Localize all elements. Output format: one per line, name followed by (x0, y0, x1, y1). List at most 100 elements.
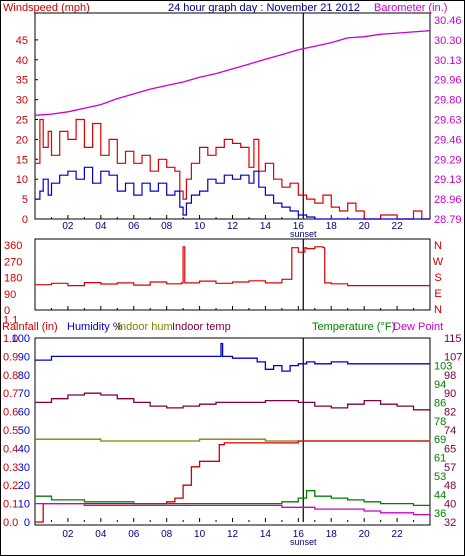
x-tick-label: 06 (128, 529, 140, 540)
y-left-tick: 30 (16, 95, 28, 107)
indoor-temp-line (35, 392, 431, 412)
temp-tick-a: 82 (444, 407, 456, 419)
temp-tick-b: 86 (434, 397, 446, 409)
barometer-label: Barometer (in.) (374, 2, 447, 14)
rain-tick: 0.5 (3, 425, 18, 437)
temp-tick-b: 103 (434, 361, 452, 373)
rain-tick: 0.2 (3, 480, 18, 492)
y-right-tick: 30.46 (434, 15, 462, 27)
rain-tick: 0.7 (3, 388, 18, 400)
sunset-label: sunset (290, 229, 317, 239)
temp-tick-b: 53 (434, 471, 446, 483)
indoor-temp-label: Indoor temp (172, 321, 231, 333)
rainfall-label: Rainfall (in) (2, 321, 58, 333)
y-left-tick: 15 (16, 154, 28, 166)
temp-tick-a: 107 (444, 351, 462, 363)
direction-tick: 270 (4, 256, 22, 268)
humidity-tick: 70 (18, 388, 30, 400)
rain-tick: 0.8 (3, 370, 18, 382)
y-left-tick: 10 (16, 174, 28, 186)
x-tick-label: 18 (326, 529, 338, 540)
direction-tick: 180 (4, 273, 22, 285)
humidity-tick: 30 (18, 462, 30, 474)
compass-letter: N (434, 240, 442, 252)
x-tick-label: 22 (392, 221, 404, 232)
dewpoint-label: Dew Point (393, 321, 443, 333)
y-right-tick: 29.13 (434, 174, 462, 186)
rain-tick: 0.1 (3, 499, 18, 511)
temp-tick-a: 65 (444, 443, 456, 455)
sunset-label: sunset (290, 537, 317, 547)
temp-tick-a: 98 (444, 370, 456, 382)
y-right-tick: 29.96 (434, 75, 462, 87)
y-right-tick: 29.46 (434, 134, 462, 146)
barometer-line (34, 30, 431, 116)
y-left-tick: 45 (16, 35, 28, 47)
x-tick-label: 10 (194, 529, 206, 540)
y-right-tick: 30.13 (434, 55, 462, 67)
climate-panel-frame (34, 337, 431, 526)
direction-tick: 0 (4, 305, 10, 317)
x-tick-label: 18 (326, 221, 338, 232)
y-right-tick: 29.80 (434, 95, 462, 107)
humidity-tick: 100 (12, 333, 30, 345)
humidity-tick: 10 (18, 499, 30, 511)
windspeed-line (35, 166, 430, 220)
y-right-tick: 28.96 (434, 194, 462, 206)
indoor-hum-label: Indoor hum (117, 321, 173, 333)
x-tick-label: 22 (392, 529, 404, 540)
humidity-tick: 40 (18, 443, 30, 455)
rain-tick: 1.0 (3, 333, 18, 345)
rain-tick: 0.9 (3, 351, 18, 363)
x-tick-label: 12 (227, 529, 239, 540)
compass-letter: N (434, 304, 442, 316)
x-tick-label: 02 (62, 221, 74, 232)
rain-tick: 0.4 (3, 443, 18, 455)
x-tick-label: 20 (359, 221, 371, 232)
compass-letter: W (433, 256, 444, 268)
temp-tick-b: 61 (434, 453, 446, 465)
temp-tick-b: 44 (434, 489, 446, 501)
x-tick-label: 12 (227, 221, 239, 232)
y-right-tick: 30.30 (434, 35, 462, 47)
humidity-tick: 20 (18, 480, 30, 492)
y-right-tick: 29.63 (434, 115, 462, 127)
temp-tick-a: 32 (444, 517, 456, 529)
x-tick-label: 02 (62, 529, 74, 540)
x-tick-label: 06 (128, 221, 140, 232)
temp-tick-b: 94 (434, 379, 446, 391)
chart-layers: 0 5 10 15 20 25 30 35 40 45 28.79 28.96 29.13 29.29 29… (3, 13, 462, 547)
temp-tick-a: 115 (444, 333, 462, 345)
humidity-tick: 80 (18, 370, 30, 382)
wind-direction-line (35, 246, 430, 287)
temperature-label: Temperature (°F) (312, 321, 395, 333)
windspeed-label: Windspeed (mph) (3, 2, 90, 14)
x-tick-label: 10 (194, 221, 206, 232)
x-tick-label: 20 (359, 529, 371, 540)
x-tick-label: 14 (260, 529, 272, 540)
compass-letter: S (434, 272, 441, 284)
rain-tick: 0.6 (3, 407, 18, 419)
y-left-tick: 0 (22, 214, 28, 226)
humidity-line (35, 342, 430, 372)
x-tick-label: 04 (95, 221, 107, 232)
dewpoint-line (35, 502, 430, 516)
x-tick-label: 08 (161, 529, 173, 540)
temp-tick-a: 57 (444, 462, 456, 474)
x-tick-label: 08 (161, 221, 173, 232)
compass-letter: E (434, 288, 441, 300)
y-right-tick: 29.29 (434, 154, 462, 166)
humidity-tick: 50 (18, 425, 30, 437)
y-right-tick: 28.79 (434, 214, 462, 226)
rain-tick: 1.1 (3, 315, 18, 327)
direction-tick: 360 (4, 240, 22, 252)
rainfall-line (35, 440, 430, 523)
x-tick-label: 04 (95, 529, 107, 540)
graph-title: 24 hour graph day : November 21 2012 (168, 2, 360, 14)
temp-tick-a: 74 (444, 425, 456, 437)
x-tick-label: 14 (260, 221, 272, 232)
humidity-tick: 60 (18, 407, 30, 419)
temp-tick-b: 69 (434, 434, 446, 446)
